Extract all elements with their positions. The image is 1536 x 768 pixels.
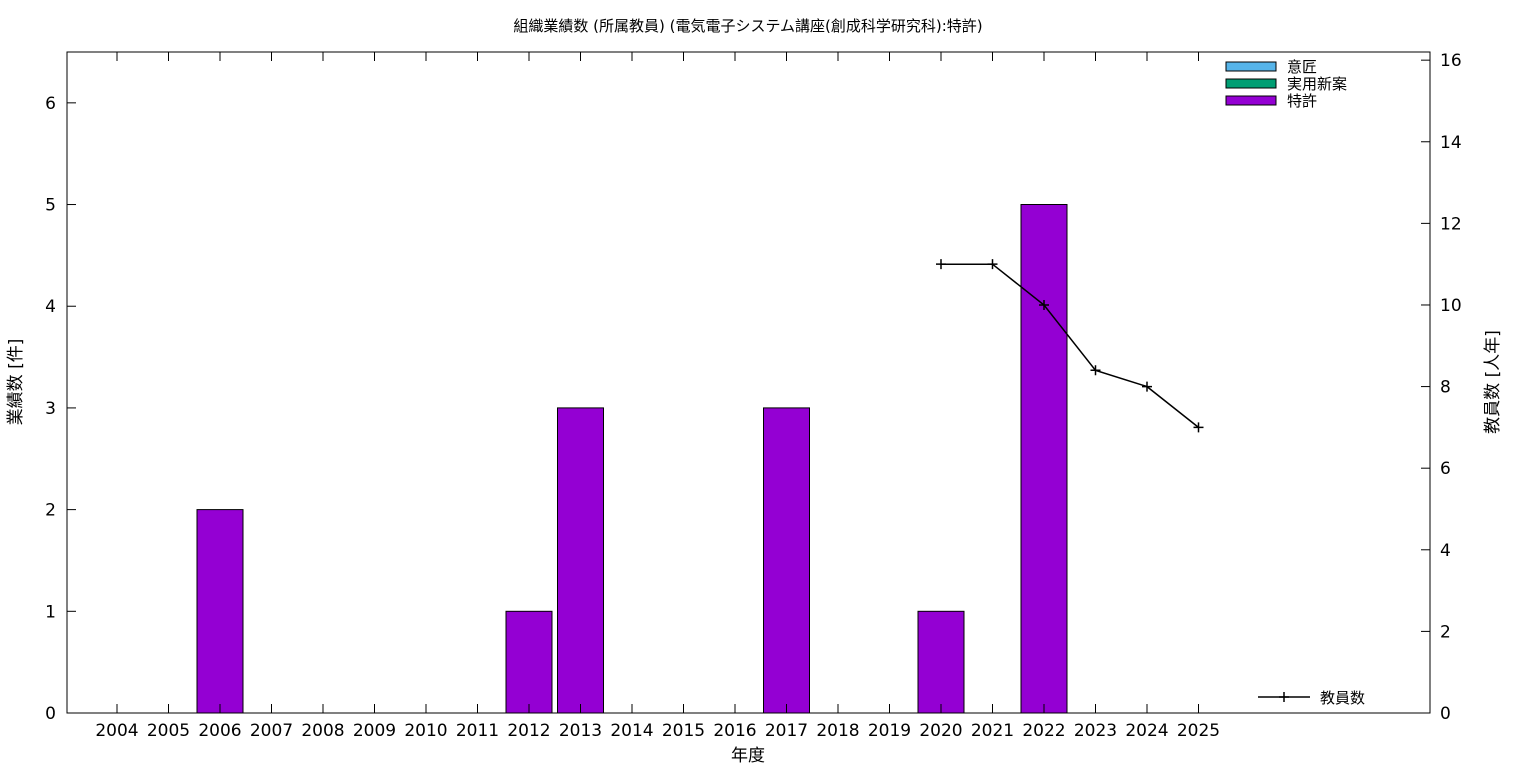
- bar-2012-series-2: [505, 610, 553, 714]
- x-tick-label-2020: 2020: [919, 721, 962, 741]
- y-axis-label: 業績数 [件]: [6, 339, 26, 426]
- legend-swatch-1: [1225, 78, 1277, 89]
- x-tick-label-2008: 2008: [301, 721, 344, 741]
- x-tick-label-2004: 2004: [95, 721, 138, 741]
- legend-line-marker: [1279, 692, 1289, 702]
- y-tick-label-1: 1: [45, 602, 56, 622]
- bar-2020-series-2: [917, 610, 965, 714]
- y2-tick-label-6: 6: [1440, 459, 1451, 479]
- plot-frame: [66, 51, 1431, 714]
- teacher-count-point-2020: [936, 259, 946, 270]
- x-tick-label-2011: 2011: [456, 721, 499, 741]
- x-tick-label-2025: 2025: [1177, 721, 1220, 741]
- teacher-count-point-2021: [987, 259, 998, 270]
- x-tick-label-2005: 2005: [147, 721, 190, 741]
- y2-tick-label-10: 10: [1440, 296, 1462, 316]
- legend-label-2: 特許: [1287, 92, 1317, 110]
- x-tick-label-2013: 2013: [559, 721, 602, 741]
- x-tick-label-2021: 2021: [971, 721, 1014, 741]
- x-tick-label-2017: 2017: [765, 721, 808, 741]
- y-tick-label-5: 5: [45, 196, 56, 216]
- y2-tick-label-4: 4: [1440, 541, 1451, 561]
- bar-2006-series-2: [196, 509, 244, 714]
- y-tick-label-4: 4: [45, 297, 56, 317]
- bar-2013-series-2: [557, 407, 604, 714]
- y2-axis-label: 教員数 [人年]: [1483, 330, 1503, 434]
- teacher-count-point-2022: [1039, 299, 1049, 310]
- y2-tick-label-2: 2: [1440, 622, 1451, 642]
- y2-tick-label-16: 16: [1440, 51, 1462, 71]
- line-layer: [936, 259, 1204, 433]
- legend-line-label: 教員数: [1320, 689, 1365, 707]
- bar-2022-series-2: [1020, 204, 1068, 714]
- bar-2017-series-2: [763, 407, 810, 714]
- x-tick-label-2019: 2019: [868, 721, 911, 741]
- x-axis-label: 年度: [731, 746, 765, 766]
- y-tick-label-2: 2: [45, 501, 56, 521]
- teacher-count-line: [941, 263, 1199, 428]
- ticks: [67, 52, 1430, 714]
- y-tick-label-0: 0: [45, 704, 56, 724]
- y2-tick-label-14: 14: [1440, 133, 1462, 153]
- x-tick-label-2018: 2018: [816, 721, 859, 741]
- x-tick-label-2014: 2014: [610, 721, 653, 741]
- x-tick-label-2009: 2009: [353, 721, 396, 741]
- legend-swatch-2: [1225, 95, 1277, 106]
- x-tick-label-2010: 2010: [404, 721, 447, 741]
- legend-label-0: 意匠: [1287, 58, 1317, 76]
- legend-label-1: 実用新案: [1287, 75, 1347, 93]
- y2-tick-labels: 0 2 4 6 8 10 12 14 16: [1440, 51, 1462, 724]
- teacher-count-point-2024: [1142, 381, 1152, 392]
- x-tick-label-2022: 2022: [1022, 721, 1065, 741]
- teacher-count-point-2023: [1090, 365, 1101, 376]
- y2-tick-label-12: 12: [1440, 214, 1462, 234]
- legend-swatch-0: [1225, 61, 1277, 72]
- x-tick-label-2015: 2015: [662, 721, 705, 741]
- x-tick-label-2016: 2016: [713, 721, 756, 741]
- chart-title: 組織業績数 (所属教員) (電気電子システム講座(創成科学研究科):特許): [513, 17, 982, 35]
- teacher-count-point-2025: [1193, 422, 1204, 433]
- y2-tick-label-8: 8: [1440, 378, 1451, 398]
- y-tick-label-6: 6: [45, 94, 56, 114]
- bars: [196, 204, 1068, 714]
- x-tick-label-2023: 2023: [1074, 721, 1117, 741]
- y2-tick-label-0: 0: [1440, 704, 1451, 724]
- x-tick-label-2006: 2006: [198, 721, 241, 741]
- x-tick-label-2024: 2024: [1125, 721, 1168, 741]
- legend-line: 教員数: [1258, 689, 1365, 707]
- x-tick-labels: 2004 2005 2006 2007 2008 2009 2010 2011 2012 2013…: [95, 721, 1220, 741]
- x-tick-label-2007: 2007: [250, 721, 293, 741]
- x-tick-label-2012: 2012: [507, 721, 550, 741]
- y-tick-labels: 0 1 2 3 4 5 6: [45, 94, 56, 724]
- y-tick-label-3: 3: [45, 399, 56, 419]
